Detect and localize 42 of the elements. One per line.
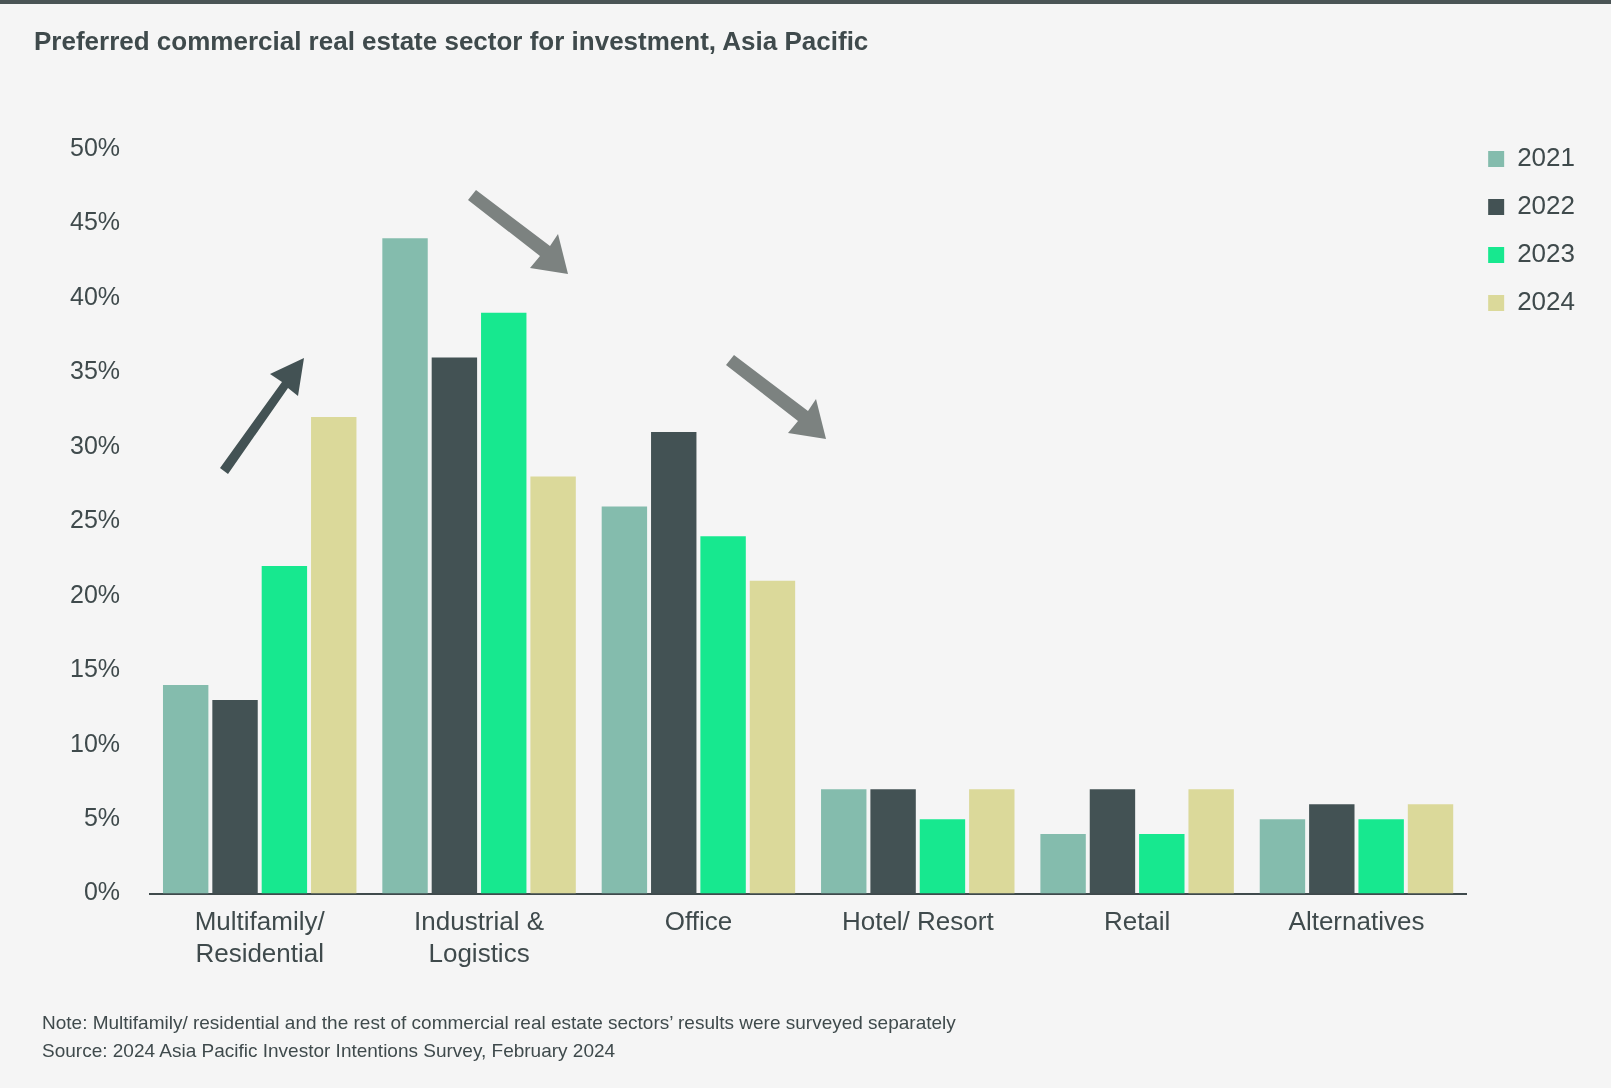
source-note: Source: 2024 Asia Pacific Investor Intentions Survey, February 2024 xyxy=(42,1039,617,1063)
legend-label: 2023 xyxy=(1517,238,1575,269)
bar xyxy=(919,819,966,894)
bar xyxy=(601,506,648,894)
bar xyxy=(1407,804,1454,894)
bar xyxy=(969,789,1015,894)
bar xyxy=(481,312,527,894)
x-tick-label: Retail xyxy=(1103,906,1171,937)
y-tick-label: 15% xyxy=(69,654,121,683)
x-tick-label: Alternatives xyxy=(1288,906,1425,937)
bar xyxy=(1139,834,1185,894)
bar xyxy=(749,580,796,894)
y-tick-label: 45% xyxy=(69,207,121,236)
bar xyxy=(1259,819,1306,894)
bar xyxy=(1358,819,1404,894)
bar xyxy=(1040,834,1086,894)
x-tick-label: Industrial & Logistics xyxy=(414,906,545,968)
bar xyxy=(700,536,746,894)
y-tick-label: 40% xyxy=(69,281,121,310)
y-tick-label: 5% xyxy=(83,803,121,832)
x-tick-label: Office xyxy=(664,906,733,937)
chart-title: Preferred commercial real estate sector for investment, Asia Pacific xyxy=(34,26,869,57)
bar xyxy=(311,417,357,894)
y-tick-label: 30% xyxy=(69,430,121,459)
bar xyxy=(382,238,428,894)
legend-label: 2022 xyxy=(1517,190,1575,221)
text: Note: Multifamily/ residential and the rest of commercial real estate sectors’ results were surveyed separately xyxy=(42,1011,956,1035)
y-tick-label: 25% xyxy=(69,505,121,534)
bar xyxy=(162,685,209,894)
x-tick-label: Hotel/ Resort xyxy=(841,906,995,937)
y-tick-label: 35% xyxy=(69,356,121,385)
legend-label: 2024 xyxy=(1517,286,1575,317)
x-tick-label: Multifamily/ Residential xyxy=(194,906,326,968)
bar xyxy=(821,789,867,894)
y-tick-label: 10% xyxy=(69,728,121,757)
legend-label: 2021 xyxy=(1517,142,1575,173)
bar xyxy=(261,565,308,894)
bar xyxy=(1188,789,1234,894)
y-tick-label: 0% xyxy=(83,877,121,906)
bar xyxy=(530,476,576,894)
y-tick-label: 50% xyxy=(69,132,121,161)
y-tick-label: 20% xyxy=(69,579,121,608)
